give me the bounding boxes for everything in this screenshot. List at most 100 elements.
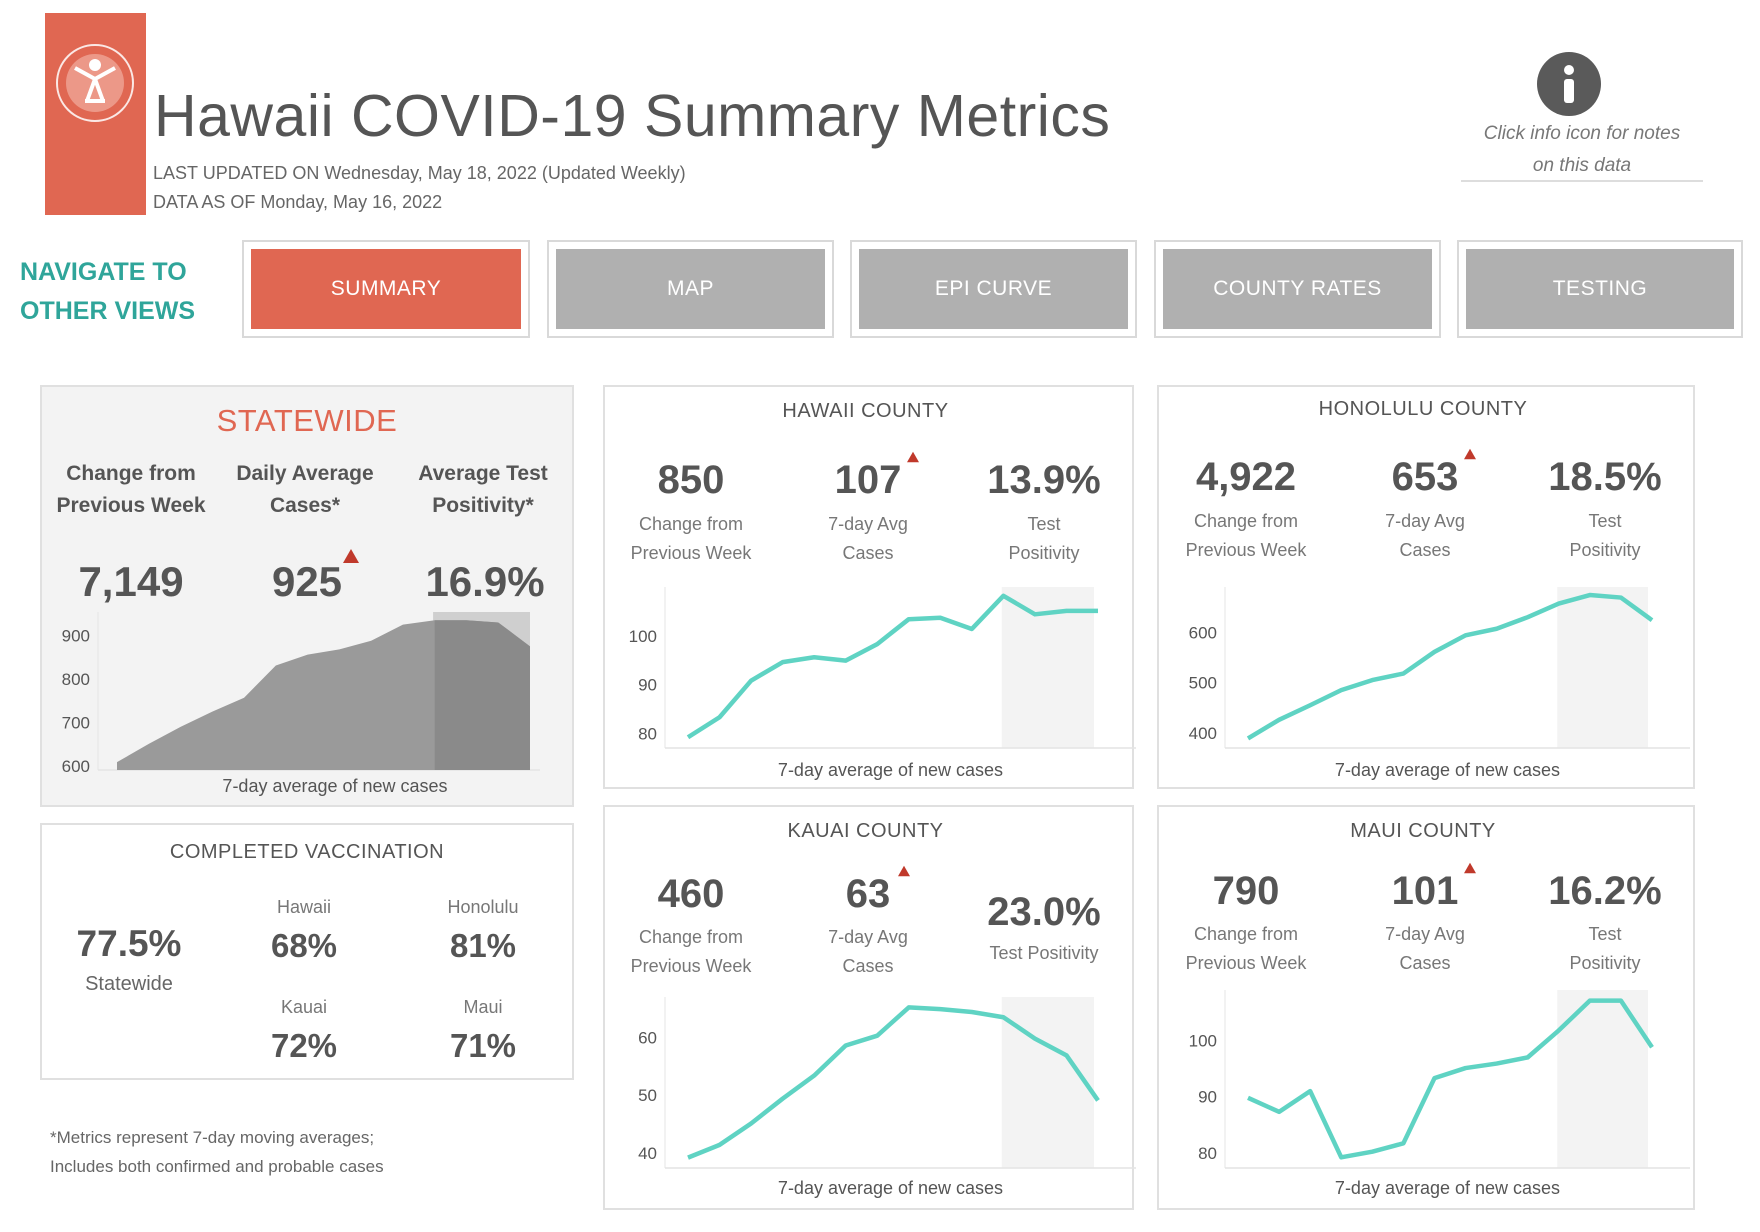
trend-up-icon (1464, 862, 1476, 874)
last-updated-text: LAST UPDATED ON Wednesday, May 18, 2022 … (153, 163, 686, 183)
page-title: Hawaii COVID-19 Summary Metrics (154, 83, 1111, 149)
y-tick-label: 500 (1189, 674, 1217, 693)
vaccination-hawaii-value: 68% (270, 927, 338, 964)
label-line: 7-day Avg (828, 514, 908, 534)
vaccination-statewide-value: 77.5% (76, 923, 182, 964)
nav-frame-county-rates: COUNTY RATES (1154, 240, 1441, 338)
label-line: 7-day Avg (828, 927, 908, 947)
y-tick-label: 100 (629, 627, 657, 646)
nav-button-map[interactable]: MAP (556, 249, 825, 329)
vaccination-panel (40, 823, 574, 1080)
label-line: 7-day Avg (1385, 924, 1465, 944)
line-series (686, 593, 1098, 740)
maui-avg-value: 101 (1391, 869, 1459, 913)
y-tick-label: 50 (638, 1086, 657, 1105)
y-tick-label: 400 (1189, 724, 1217, 743)
trend-up-icon (343, 549, 359, 563)
y-tick-label: 40 (638, 1144, 657, 1163)
statewide-chart-xlabel: 7-day average of new cases (222, 776, 448, 796)
hawaii-positivity-label: Test Positivity (1008, 510, 1079, 568)
vaccination-maui-label: Maui (463, 997, 503, 1017)
honolulu-line-chart: 400 500 600 (1189, 587, 1690, 749)
info-circle-icon (1564, 65, 1574, 103)
label-line: Test (1588, 511, 1622, 531)
honolulu-avg-label: 7-day Avg Cases (1385, 507, 1465, 565)
footnote-line1: *Metrics represent 7-day moving averages… (50, 1128, 375, 1147)
y-tick-label: 90 (638, 676, 657, 695)
header-line: Cases* (269, 494, 341, 517)
label-line: Test (1588, 924, 1622, 944)
nav-button-summary[interactable]: SUMMARY (251, 249, 521, 329)
label-line: Cases (1399, 540, 1451, 560)
maui-change-label: Change from Previous Week (1186, 920, 1307, 978)
statewide-header-change: Change from Previous Week (56, 458, 205, 522)
vaccination-honolulu-label: Honolulu (447, 897, 519, 917)
footnote-line2: Includes both confirmed and probable cas… (50, 1157, 384, 1176)
maui-positivity-value: 16.2% (1548, 869, 1662, 913)
vaccination-kauai-value: 72% (270, 1027, 338, 1064)
nav-label-line2: OTHER VIEWS (20, 297, 196, 325)
kauai-avg-value: 63 (845, 872, 891, 916)
trend-up-icon (1464, 448, 1476, 460)
nav-button-testing[interactable]: TESTING (1466, 249, 1734, 329)
vaccination-kauai-label: Kauai (280, 997, 328, 1017)
highlight-band (1001, 997, 1094, 1168)
nav-label-line1: NAVIGATE TO (20, 258, 187, 286)
vaccination-title: COMPLETED VACCINATION (169, 841, 445, 863)
label-line: Change from (1193, 511, 1299, 531)
header-line: Previous Week (56, 494, 206, 517)
nav-button-epi-curve[interactable]: EPI CURVE (859, 249, 1128, 329)
kauai-change-value: 460 (657, 872, 725, 916)
info-button[interactable] (1537, 52, 1601, 116)
logo (45, 13, 146, 215)
label-line: Change from (1193, 924, 1299, 944)
y-tick-label: 80 (1198, 1144, 1217, 1163)
statewide-header-positivity: Average Test Positivity* (418, 458, 548, 522)
label-line: Previous Week (630, 956, 752, 976)
line-series (1246, 592, 1654, 741)
header-line: Positivity* (432, 494, 534, 517)
nav-button-county-rates[interactable]: COUNTY RATES (1163, 249, 1432, 329)
department-of-health-seal-icon (56, 44, 134, 122)
hawaii-avg-value: 107 (834, 458, 902, 502)
statewide-header-daily-average: Daily Average Cases* (236, 458, 373, 522)
maui-county-title: MAUI COUNTY (1350, 820, 1496, 842)
hawaii-chart-xlabel: 7-day average of new cases (777, 760, 1004, 780)
info-note-line1: Click info icon for notes (1483, 123, 1681, 144)
statewide-positivity-value: 16.9% (425, 558, 545, 605)
maui-avg-label: 7-day Avg Cases (1385, 920, 1465, 978)
statewide-change-value: 7,149 (78, 558, 184, 605)
highlight-band (1557, 587, 1648, 748)
label-line: Previous Week (630, 543, 752, 563)
label-line: Test (1027, 514, 1061, 534)
kauai-positivity-label: Test Positivity (989, 939, 1098, 968)
info-note-line2: on this data (1532, 155, 1632, 176)
y-tick-label: 700 (62, 714, 90, 733)
hawaii-positivity-value: 13.9% (987, 458, 1101, 502)
label-line: Positivity (1569, 953, 1641, 973)
nav-frame-map: MAP (547, 240, 834, 338)
nav-frame-summary: SUMMARY (242, 240, 530, 338)
hawaii-change-label: Change from Previous Week (631, 510, 752, 568)
label-line: 7-day Avg (1385, 511, 1465, 531)
kauai-line-chart: 40 50 60 (638, 997, 1136, 1169)
y-tick-label: 80 (638, 724, 657, 743)
hawaii-line-chart: 80 90 100 (629, 587, 1136, 749)
maui-change-value: 790 (1212, 869, 1280, 913)
label-line: Previous Week (1185, 953, 1307, 973)
label-line: Cases (842, 543, 894, 563)
label-line: Cases (1399, 953, 1451, 973)
y-tick-label: 600 (1189, 623, 1217, 642)
label-line: Positivity (1569, 540, 1641, 560)
maui-positivity-label: Test Positivity (1569, 920, 1640, 978)
line-series (687, 1005, 1100, 1160)
honolulu-chart-xlabel: 7-day average of new cases (1334, 760, 1561, 780)
label-line: Change from (638, 927, 744, 947)
statewide-daily-avg-value: 925 (271, 558, 343, 605)
maui-chart-xlabel: 7-day average of new cases (1334, 1178, 1561, 1198)
area-series-highlight (434, 620, 530, 770)
y-tick-label: 100 (1189, 1032, 1217, 1051)
header-line: Change from (66, 462, 196, 485)
vaccination-hawaii-label: Hawaii (276, 897, 332, 917)
honolulu-positivity-label: Test Positivity (1569, 507, 1640, 565)
